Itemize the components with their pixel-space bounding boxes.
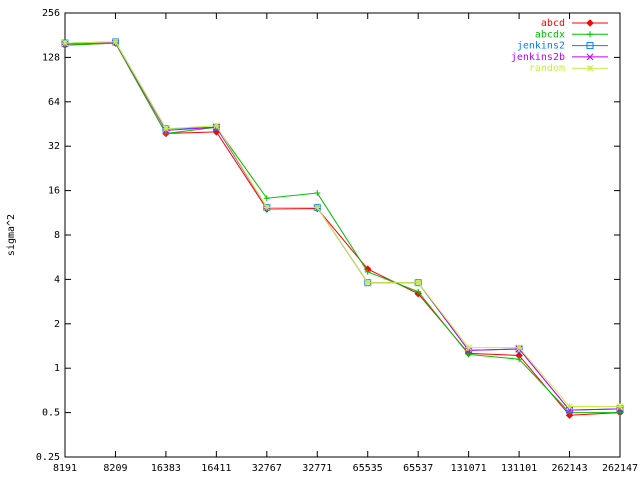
point (515, 344, 523, 351)
y-axis-label: sigma^2 (6, 214, 17, 256)
point (162, 125, 170, 133)
x-tick-label: 8209 (103, 463, 127, 474)
point (213, 122, 220, 130)
x-tick-label: 65537 (403, 463, 433, 474)
point (263, 204, 271, 211)
y-tick-label: 32 (48, 141, 60, 152)
series-line (64, 42, 620, 414)
legend-label: jenkins2 (517, 41, 565, 52)
point (616, 403, 624, 410)
point (364, 268, 371, 275)
point (61, 39, 69, 47)
point (566, 403, 573, 410)
point (465, 344, 472, 351)
y-tick-label: 16 (48, 186, 60, 197)
y-tick-label: 8 (54, 230, 60, 241)
x-tick-label: 65535 (353, 463, 383, 474)
y-tick-label: 1 (54, 363, 60, 374)
point (465, 351, 472, 358)
y-tick-label: 64 (48, 97, 60, 108)
point (112, 38, 119, 46)
x-tick-label: 262143 (551, 463, 587, 474)
point (364, 279, 372, 287)
point (263, 195, 270, 202)
legend-label: jenkins2b (511, 52, 565, 63)
point (313, 204, 321, 211)
y-tick-label: 0.25 (36, 452, 60, 463)
point (414, 279, 422, 287)
y-tick-label: 128 (42, 52, 60, 63)
x-tick-label: 262147 (602, 463, 638, 474)
x-tick-label: 16411 (201, 463, 231, 474)
legend-label: abcdx (535, 29, 565, 40)
x-tick-label: 32771 (302, 463, 332, 474)
series-line (64, 41, 620, 407)
point (314, 190, 321, 197)
point (617, 409, 623, 416)
x-tick-label: 131071 (451, 463, 487, 474)
y-tick-label: 4 (54, 274, 60, 285)
x-tick-label: 8191 (53, 463, 77, 474)
point (415, 288, 422, 295)
x-tick-label: 16383 (151, 463, 181, 474)
x-tick-label: 32767 (252, 463, 282, 474)
x-tick-label: 131101 (501, 463, 537, 474)
y-tick-label: 256 (42, 8, 60, 19)
series (61, 38, 624, 410)
legend-label: abcd (541, 18, 565, 29)
legend-label: random (529, 63, 565, 74)
y-tick-label: 2 (54, 319, 60, 330)
point (516, 356, 523, 363)
y-tick-label: 0.5 (42, 408, 60, 419)
